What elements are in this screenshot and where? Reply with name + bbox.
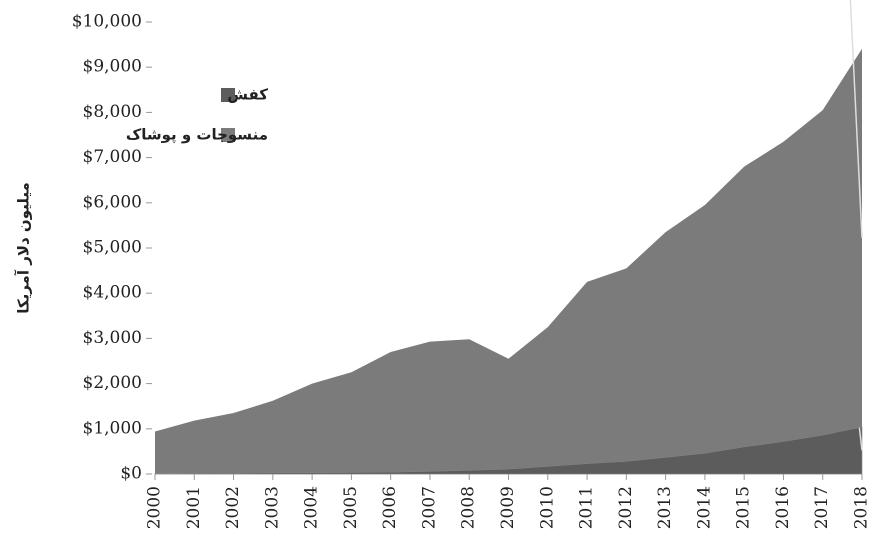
area <box>155 48 862 474</box>
y-tick-label: $6,000 <box>83 192 142 212</box>
x-tick-label: 2014 <box>694 486 714 529</box>
y-tick-label: $8,000 <box>83 102 142 122</box>
x-tick-label: 2010 <box>537 486 557 529</box>
x-tick-label: 2008 <box>459 486 479 529</box>
area <box>154 426 863 475</box>
x-tick-label: 2003 <box>262 486 282 529</box>
legend-swatch <box>221 128 235 142</box>
x-tick-label: 2004 <box>302 486 322 529</box>
x-tick-label: 2002 <box>223 486 243 529</box>
x-tick-label: 2012 <box>616 486 636 529</box>
x-tick-label: 2009 <box>498 486 518 529</box>
y-tick-label: $9,000 <box>83 57 142 77</box>
y-tick-label: $4,000 <box>83 283 142 303</box>
y-axis-label: میلیون دلار آمریکا <box>15 182 33 314</box>
x-tick-label: 2011 <box>577 486 597 529</box>
legend-label: کفش <box>227 86 268 104</box>
y-tick-label: $1,000 <box>83 418 142 438</box>
x-tick-label: 2013 <box>655 486 675 529</box>
y-tick-label: $3,000 <box>83 328 142 348</box>
legend-swatch <box>221 88 235 102</box>
y-tick-label: $10,000 <box>72 12 142 32</box>
x-tick-label: 2000 <box>145 486 165 529</box>
x-tick-label: 2017 <box>812 486 832 529</box>
y-tick-label: $7,000 <box>83 147 142 167</box>
x-tick-label: 2001 <box>184 486 204 529</box>
data-label: $8,367 <box>760 0 822 1</box>
x-tick-label: 2016 <box>773 486 793 529</box>
x-tick-label: 2007 <box>419 486 439 529</box>
legend-label: منسوجات و پوشاک <box>126 126 268 145</box>
y-tick-label: $2,000 <box>83 373 142 393</box>
y-tick-label: $5,000 <box>83 238 142 258</box>
x-tick-label: 2005 <box>341 486 361 529</box>
x-tick-label: 2006 <box>380 486 400 529</box>
leader-line <box>849 0 863 238</box>
x-tick-label: 2015 <box>734 486 754 529</box>
y-tick-label: $0 <box>120 464 142 484</box>
x-tick-label: 2018 <box>852 486 872 529</box>
